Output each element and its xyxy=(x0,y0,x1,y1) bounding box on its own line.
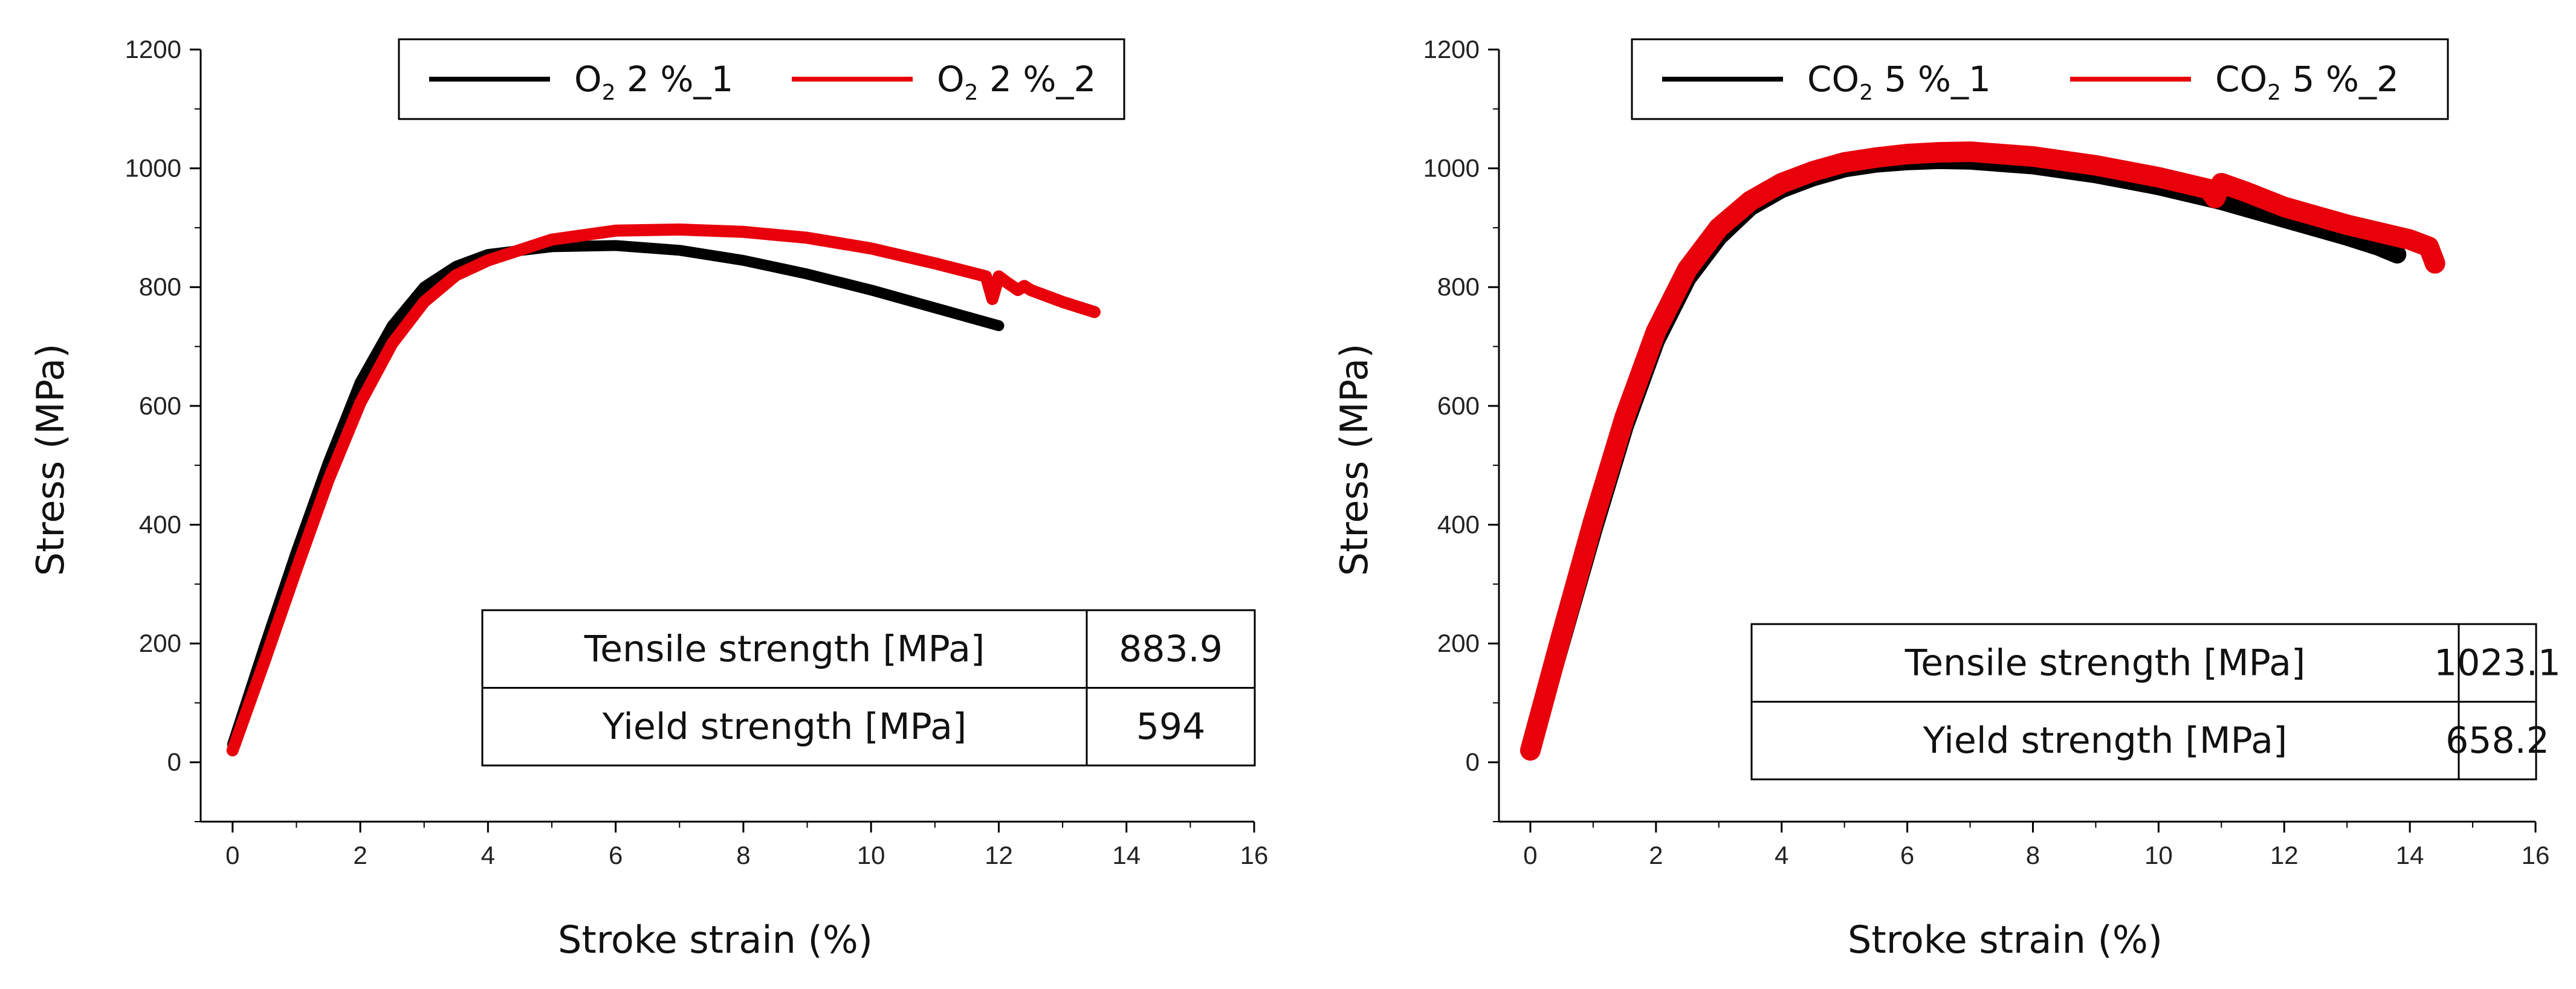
table-value: 1023.1 xyxy=(2434,642,2561,684)
y-tick-label: 400 xyxy=(139,510,181,538)
table-label: Tensile strength [MPa] xyxy=(584,628,985,670)
legend-label-1: CO2 5 %_1 xyxy=(1807,59,1991,105)
y-tick-label: 800 xyxy=(139,272,181,301)
y-tick-label: 1200 xyxy=(1423,35,1480,63)
table-label: Tensile strength [MPa] xyxy=(1904,642,2306,684)
legend-label-2: O2 2 %_2 xyxy=(937,59,1096,105)
y-tick-label: 1000 xyxy=(125,154,181,182)
table-label: Yield strength [MPa] xyxy=(1923,720,2288,762)
chart-panel-2: 0 200 400 600 800 1000 1200 0 2 4 6 8 10 12 14 16 Stroke… xyxy=(1332,35,2561,962)
y-tick-label: 200 xyxy=(1437,629,1480,657)
x-tick-label: 12 xyxy=(985,841,1013,869)
y-tick-label: 1000 xyxy=(1423,154,1480,182)
table-value: 883.9 xyxy=(1119,628,1223,670)
x-tick-label: 6 xyxy=(1900,841,1914,869)
x-tick-label: 0 xyxy=(225,841,239,869)
y-tick-label: 400 xyxy=(1437,510,1480,538)
legend-label-2: CO2 5 %_2 xyxy=(2215,59,2399,105)
x-tick-label: 0 xyxy=(1523,841,1537,869)
table-label: Yield strength [MPa] xyxy=(602,706,967,748)
x-tick-label: 14 xyxy=(1112,841,1141,869)
x-tick-label: 10 xyxy=(2144,841,2173,869)
y-tick-label: 0 xyxy=(167,748,181,776)
x-tick-label: 4 xyxy=(481,841,495,869)
series-line-2 xyxy=(1520,141,2445,761)
x-tick-label: 8 xyxy=(736,841,750,869)
table-value: 658.2 xyxy=(2445,720,2549,762)
series-line-2 xyxy=(226,223,1101,756)
x-axis-title: Stroke strain (%) xyxy=(558,918,873,962)
x-tick-label: 8 xyxy=(2026,841,2040,869)
chart-panel-1: 0 200 400 600 800 1000 1200 0 2 4 6 8 10 12 14 16 Stroke… xyxy=(28,35,1268,962)
x-tick-label: 4 xyxy=(1775,841,1788,869)
x-tick-label: 12 xyxy=(2270,841,2299,869)
table-value: 594 xyxy=(1136,706,1206,748)
x-tick-label: 10 xyxy=(857,841,885,869)
y-axis-title: Stress (MPa) xyxy=(1332,344,1376,576)
x-tick-label: 2 xyxy=(353,841,367,869)
y-tick-label: 600 xyxy=(139,391,181,420)
y-tick-label: 1200 xyxy=(125,35,181,63)
x-tick-label: 16 xyxy=(2522,841,2550,869)
x-tick-label: 16 xyxy=(1240,841,1269,869)
x-axis-title: Stroke strain (%) xyxy=(1848,918,2163,962)
x-tick-label: 14 xyxy=(2396,841,2424,869)
y-tick-label: 800 xyxy=(1437,272,1480,301)
x-tick-label: 6 xyxy=(609,841,623,869)
x-tick-label: 2 xyxy=(1649,841,1663,869)
y-tick-label: 600 xyxy=(1437,391,1480,420)
y-tick-label: 200 xyxy=(139,629,181,657)
y-axis-title: Stress (MPa) xyxy=(28,344,73,576)
legend-label-1: O2 2 %_1 xyxy=(574,59,733,105)
y-tick-label: 0 xyxy=(1466,748,1480,776)
